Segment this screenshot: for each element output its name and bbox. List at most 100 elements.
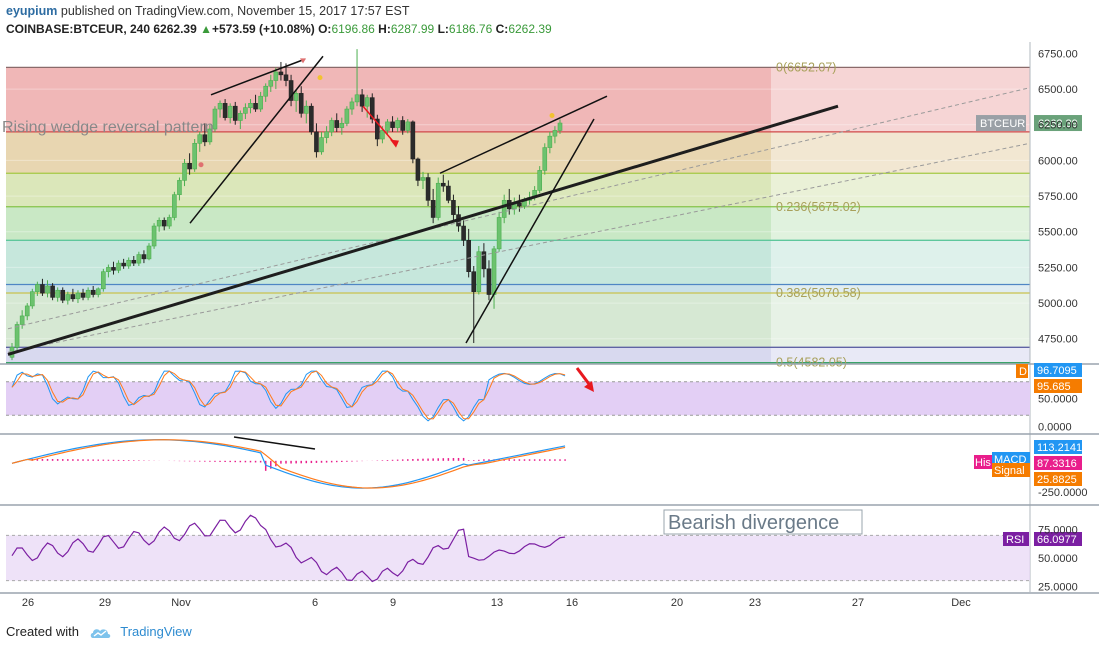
candle-body — [65, 294, 71, 301]
candle-body — [334, 120, 340, 128]
candle-body — [547, 135, 553, 148]
candle-body — [131, 259, 137, 264]
candle-body — [375, 118, 380, 140]
candle-body — [446, 185, 451, 201]
candle-body — [466, 240, 471, 272]
candle-body — [126, 259, 132, 267]
publish-info: published on TradingView.com, November 1… — [60, 4, 410, 18]
red-arrowhead-icon — [390, 139, 399, 148]
y-tick-label: 50.0000 — [1038, 553, 1078, 565]
open-label: O: — [318, 22, 332, 36]
candle-body — [435, 182, 441, 218]
hist-legend-tag — [974, 455, 996, 469]
open-value: 6196.86 — [331, 22, 375, 36]
candle-body — [283, 74, 289, 81]
candle-body — [415, 158, 421, 181]
x-tick-label: 26 — [22, 597, 34, 609]
y-tick-label: 75.0000 — [1038, 525, 1078, 537]
candle-body — [55, 289, 60, 298]
stoch-k-line — [11, 370, 566, 422]
candle-body — [349, 101, 355, 110]
candle-body — [517, 202, 522, 207]
price-line-tag-text: BTCEUR — [980, 118, 1025, 130]
y-tick-label: 5750.00 — [1038, 191, 1078, 203]
candle-body — [227, 105, 233, 118]
rsi-band — [6, 535, 1030, 581]
fib-zone — [6, 67, 771, 132]
candle-body — [385, 121, 390, 131]
stoch-band — [6, 381, 1030, 416]
long-trend-line — [7, 104, 839, 356]
close-label: C: — [495, 22, 509, 36]
candle-body — [288, 80, 294, 101]
candle-body — [182, 162, 187, 181]
candle-body — [481, 251, 487, 270]
ohlc-line: COINBASE:BTCEUR, 240 6262.39 ▲+573.59 (+… — [6, 22, 552, 36]
candle-body — [116, 262, 121, 271]
candle-body — [451, 200, 456, 215]
y-tick-label: 6500.00 — [1038, 84, 1078, 96]
symbol-label: COINBASE:BTCEUR, 240 — [6, 22, 151, 36]
rsi-value-tag — [1034, 532, 1082, 546]
x-tick-label: 16 — [566, 597, 578, 609]
red-arrowhead-icon — [584, 381, 594, 392]
candle-body — [420, 177, 426, 181]
stoch-d-line — [11, 370, 566, 420]
red-arrow-icon — [362, 105, 397, 146]
low-label: L: — [437, 22, 449, 36]
candle-body — [364, 97, 370, 107]
x-tick-label: Dec — [951, 597, 971, 609]
y-tick-label: 5000.00 — [1038, 298, 1078, 310]
candle-body — [496, 217, 502, 250]
tradingview-cloud-icon — [90, 628, 110, 638]
x-tick-label: Nov — [171, 597, 191, 609]
change-value: +573.59 (+10.08%) — [212, 22, 315, 36]
y-tick-label: 6750.00 — [1038, 48, 1078, 60]
candle-body — [70, 294, 76, 300]
y-tick-label: -250.0000 — [1038, 487, 1088, 499]
stoch-d-tag — [1034, 379, 1082, 393]
fib-zone-extension — [771, 206, 1030, 241]
x-tick-label: 6 — [312, 597, 318, 609]
candle-body — [60, 289, 66, 301]
y-tick-label: 50.0000 — [1038, 394, 1078, 406]
candle-body — [461, 225, 466, 241]
dot-marker-icon — [549, 112, 555, 118]
candle-body — [192, 142, 197, 170]
stoch-legend-tag — [1016, 364, 1028, 378]
candle-body — [14, 324, 20, 348]
candle-body — [238, 113, 243, 121]
fib-zone — [6, 293, 771, 348]
price-line-tag — [976, 115, 1026, 132]
macd-line — [11, 439, 566, 489]
candle-body — [359, 94, 365, 107]
rsi-legend-name: RSI — [1006, 534, 1024, 546]
candle-body — [222, 103, 228, 118]
candle-body — [552, 130, 558, 137]
candle-body — [177, 180, 182, 195]
candle-body — [309, 105, 314, 133]
x-tick-label: 13 — [491, 597, 503, 609]
candle-body — [537, 170, 543, 191]
tradingview-link[interactable]: TradingView — [120, 624, 192, 639]
pattern-annotation: Rising wedge reversal pattern — [2, 119, 214, 136]
channel-dashed-line — [7, 142, 1031, 353]
author-link[interactable]: eyupium — [6, 4, 58, 18]
candle-body — [410, 121, 416, 160]
fib-zone — [6, 240, 771, 285]
candle-body — [50, 285, 55, 298]
price-chart[interactable]: 0(6652.07) 0.236(5675.02) 0.382(5070.58) 0.… — [0, 0, 1099, 620]
candle-body — [207, 128, 213, 143]
candle-body — [440, 182, 446, 187]
high-label: H: — [378, 22, 391, 36]
candle-body — [202, 134, 208, 143]
candle-body — [278, 71, 284, 76]
y-tick-label: 5250.00 — [1038, 262, 1078, 274]
stoch-d-value: 95.685 — [1037, 381, 1071, 393]
hist-value: 87.3316 — [1037, 458, 1077, 470]
change-up-icon: ▲ — [200, 22, 212, 36]
fib-zone — [6, 284, 771, 294]
low-value: 6186.76 — [448, 22, 493, 36]
signal-legend-tag — [992, 463, 1030, 477]
channel-dashed-line — [7, 87, 1031, 330]
